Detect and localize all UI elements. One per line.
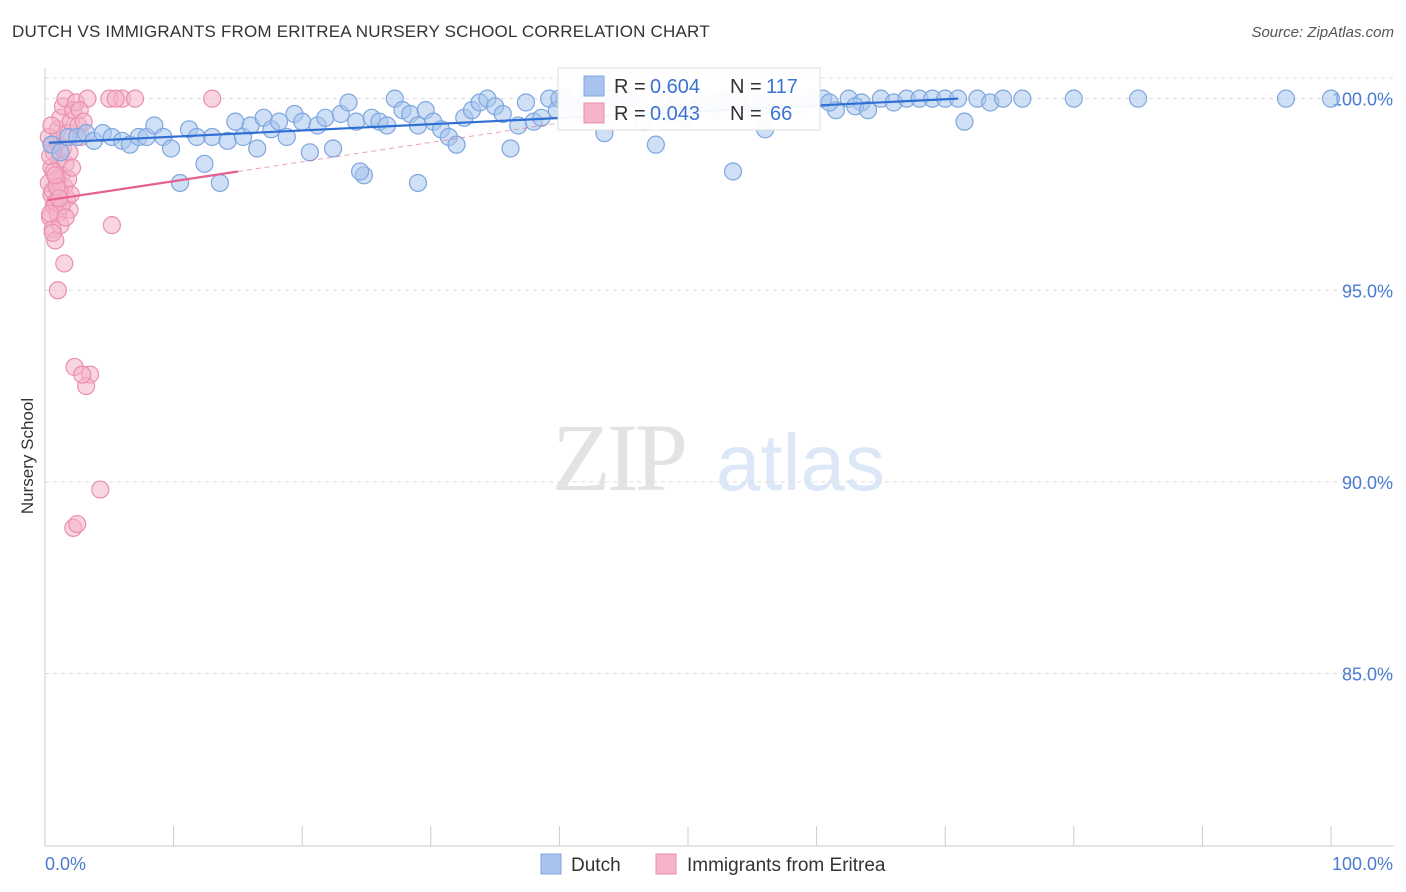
eritrea-point-48 <box>125 89 145 108</box>
dutch-point-57 <box>493 104 512 124</box>
eritrea-point-52 <box>102 216 121 235</box>
y-tick-label-2: 95.0% <box>1342 281 1393 301</box>
dutch-point-103 <box>993 89 1013 108</box>
eritrea-trend-line <box>47 170 239 202</box>
dutch-point-19 <box>203 127 222 147</box>
eritrea-point-37 <box>55 254 74 273</box>
stats-n-value-dutch: 117 <box>766 76 798 98</box>
dutch-point-110 <box>858 101 878 120</box>
eritrea-point-38 <box>48 281 67 300</box>
dutch-point-25 <box>248 139 267 158</box>
dutch-point-105 <box>1064 89 1083 108</box>
eritrea-point-49 <box>106 89 125 108</box>
y-tick-label-1: 90.0% <box>1342 473 1393 493</box>
dutch-point-104 <box>1013 89 1032 108</box>
bottom-legend: Dutch Immigrants from Eritrea <box>540 853 886 876</box>
dutch-point-51 <box>447 135 466 154</box>
stats-r-label-eritrea: R = <box>614 103 646 125</box>
dutch-point-60 <box>516 93 536 112</box>
eritrea-point-61 <box>43 223 62 242</box>
legend-swatch-dutch <box>540 853 562 875</box>
dutch-point-18 <box>195 154 214 173</box>
watermark-atlas: atlas <box>716 418 885 507</box>
dutch-point-31 <box>293 112 312 131</box>
dutch-point-29 <box>277 127 296 147</box>
dutch-point-15 <box>170 173 190 193</box>
tick-labels: 85.0% 90.0% 95.0% 100.0% 0.0% 100.0% <box>45 90 1393 874</box>
y-axis-label: Nursery School <box>18 398 37 514</box>
dutch-point-20 <box>210 173 229 193</box>
stats-swatch-eritrea <box>583 102 605 124</box>
dutch-point-106 <box>1128 89 1148 108</box>
y-tick-label-0: 85.0% <box>1342 665 1393 685</box>
dutch-point-28 <box>269 112 289 131</box>
x-tick-label-0: 0.0% <box>45 854 86 874</box>
dutch-point-111 <box>820 93 839 112</box>
eritrea-point-56 <box>42 116 61 135</box>
stats-n-label-eritrea: N = <box>730 103 762 125</box>
dutch-point-37 <box>339 93 358 112</box>
dutch-point-114 <box>350 162 370 181</box>
legend-label-dutch: Dutch <box>571 855 621 876</box>
dutch-point-108 <box>1321 89 1341 108</box>
watermark-zip: ZIP <box>552 404 685 511</box>
stats-r-label-dutch: R = <box>614 76 646 98</box>
dutch-point-113 <box>723 162 743 181</box>
eritrea-trend-extrapolation <box>237 89 779 172</box>
stats-r-value-eritrea: 0.043 <box>650 103 700 125</box>
legend-swatch-eritrea <box>655 853 677 875</box>
dutch-point-74 <box>646 135 665 154</box>
stats-legend: R = 0.604 N = 117 R = 0.043 N = 66 <box>557 67 821 131</box>
dutch-point-22 <box>226 112 245 131</box>
eritrea-point-60 <box>41 204 60 223</box>
dutch-point-118 <box>955 112 974 131</box>
x-tick-label-1: 100.0% <box>1332 854 1393 874</box>
eritrea-point-65 <box>46 166 65 185</box>
dutch-point-35 <box>323 139 343 158</box>
legend-label-eritrea: Immigrants from Eritrea <box>687 855 886 876</box>
dutch-point-32 <box>300 143 320 162</box>
stats-n-label-dutch: N = <box>730 76 762 98</box>
dutch-point-107 <box>1276 89 1296 108</box>
dutch-point-1 <box>51 143 70 162</box>
chart-source: Source: ZipAtlas.com <box>1251 24 1394 41</box>
grid-lines <box>45 77 1394 675</box>
dutch-point-17 <box>187 127 206 147</box>
eritrea-point-43 <box>91 480 110 499</box>
eritrea-point-45 <box>68 514 87 534</box>
eritrea-point-63 <box>62 158 82 177</box>
chart-title: DUTCH VS IMMIGRANTS FROM ERITREA NURSERY… <box>12 22 710 41</box>
dutch-point-115 <box>408 173 428 193</box>
dutch-point-58 <box>501 139 520 158</box>
stats-swatch-dutch <box>583 75 605 97</box>
eritrea-point-50 <box>203 89 222 108</box>
stats-r-value-dutch: 0.604 <box>650 76 700 98</box>
stats-n-value-eritrea: 66 <box>770 103 792 125</box>
eritrea-point-42 <box>73 365 92 384</box>
y-tick-label-3: 100.0% <box>1332 90 1393 110</box>
eritrea-point-64 <box>56 208 75 227</box>
dutch-point-34 <box>316 108 335 127</box>
dutch-point-14 <box>161 139 181 158</box>
